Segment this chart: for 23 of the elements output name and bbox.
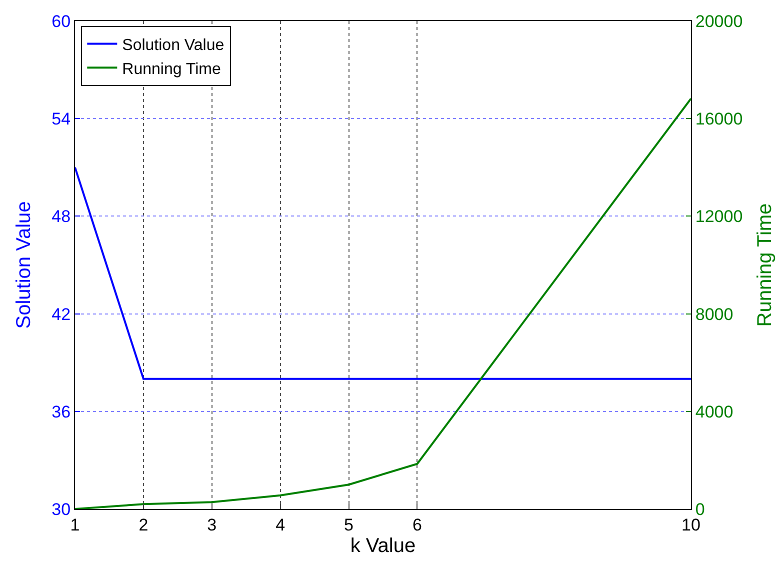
x-tick-label: 6 xyxy=(412,515,422,534)
x-axis-title: k Value xyxy=(350,534,416,557)
y2-axis-title: Running Time xyxy=(754,203,776,327)
y-tick-label: 48 xyxy=(52,207,71,226)
y2-tick-label: 4000 xyxy=(695,402,734,422)
x-tick-label: 4 xyxy=(276,515,286,534)
x-tick-label: 2 xyxy=(138,515,148,534)
y-axis-title: Solution Value xyxy=(13,201,36,329)
y2-tick-label: 20000 xyxy=(695,12,743,31)
y2-tick-label: 16000 xyxy=(695,110,743,129)
y-tick-label: 54 xyxy=(52,110,71,129)
y2-tick-label: 12000 xyxy=(695,207,743,226)
y-tick-label: 60 xyxy=(52,12,71,31)
y-tick-label: 36 xyxy=(52,402,71,422)
legend-label: Solution Value xyxy=(122,37,224,54)
x-tick-label: 1 xyxy=(70,515,80,534)
y-tick-label: 42 xyxy=(52,304,71,324)
legend-label: Running Time xyxy=(122,60,221,78)
x-tick-label: 3 xyxy=(207,515,217,534)
x-tick-label: 5 xyxy=(344,515,354,534)
y2-tick-label: 8000 xyxy=(695,304,734,324)
line-series xyxy=(75,98,691,509)
y-tick-label: 30 xyxy=(52,500,71,519)
